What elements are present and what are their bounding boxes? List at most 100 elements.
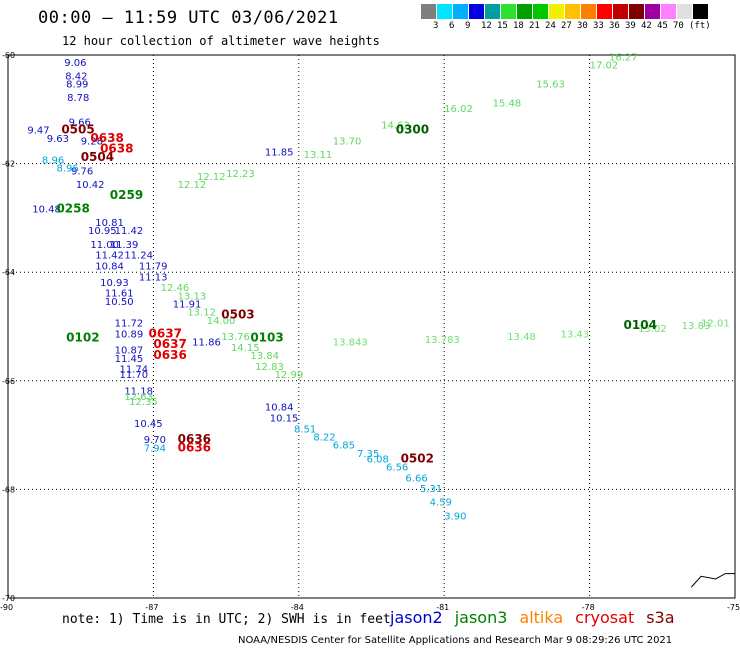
- wave-height-value: 11.79: [139, 261, 168, 272]
- coastline: [691, 573, 735, 588]
- lat-tick-label: -66: [2, 377, 15, 386]
- legend-label: (ft): [689, 21, 711, 31]
- wave-height-value: 13.83: [682, 321, 711, 332]
- wave-height-value: 11.74: [119, 365, 148, 376]
- wave-height-value: 13.12: [187, 308, 216, 319]
- wave-height-value: 13.783: [425, 335, 460, 346]
- lon-tick-label: -75: [727, 603, 740, 612]
- satellite-name: cryosat: [575, 608, 635, 627]
- legend-label: 30: [577, 21, 588, 31]
- wave-height-value: 13.02: [638, 324, 667, 335]
- legend-label: 70: [673, 21, 684, 31]
- wave-height-value: 13.70: [333, 137, 362, 148]
- wave-height-value: 5.31: [420, 484, 442, 495]
- credit-line: NOAA/NESDIS Center for Satellite Applica…: [238, 635, 673, 646]
- wave-height-value: 11.45: [115, 354, 144, 365]
- wave-height-value: 10.84: [265, 403, 294, 414]
- wave-height-value: 9.06: [64, 58, 86, 69]
- legend-swatch: [565, 4, 580, 19]
- lon-tick-label: -87: [145, 603, 158, 612]
- map-subtitle: 12 hour collection of altimeter wave hei…: [62, 34, 380, 48]
- pass-time-label: 0636: [178, 432, 211, 446]
- pass-time-label: 0637: [149, 326, 182, 340]
- lon-tick-label: -78: [582, 603, 595, 612]
- pass-time-label: 0503: [221, 307, 254, 321]
- wave-height-value: 11.61: [105, 289, 134, 300]
- wave-height-value: 12.35: [129, 397, 158, 408]
- legend-swatch: [421, 4, 436, 19]
- wave-height-value: 15.63: [536, 80, 565, 91]
- wave-height-value: 10.45: [134, 419, 163, 430]
- legend-swatch: [597, 4, 612, 19]
- wave-height-value: 11.39: [110, 240, 139, 251]
- legend-label: 15: [497, 21, 508, 31]
- wave-height-value: 13.43: [561, 329, 590, 340]
- pass-time-label: 0636: [153, 348, 186, 362]
- wave-height-value: 10.48: [32, 204, 61, 215]
- wave-height-value: 11.70: [119, 370, 148, 381]
- wave-height-value: 17.02: [590, 61, 619, 72]
- wave-height-value: 9.70: [144, 435, 166, 446]
- wave-height-value: 10.95: [88, 226, 117, 237]
- wave-height-value: 11.85: [265, 147, 294, 158]
- wave-height-value: 8.99: [66, 80, 88, 91]
- lat-tick-label: -64: [2, 268, 15, 277]
- legend-label: 36: [609, 21, 620, 31]
- wave-height-value: 9.47: [27, 126, 49, 137]
- legend-swatch: [581, 4, 596, 19]
- pass-time-label: 0259: [110, 188, 143, 202]
- lat-tick-label: -60: [2, 51, 15, 60]
- wave-height-value: 10.42: [76, 180, 105, 191]
- pass-time-label: 0637: [153, 337, 186, 351]
- wave-height-value: 13.84: [250, 351, 279, 362]
- wave-height-value: 10.89: [115, 329, 144, 340]
- wave-height-value: 10.84: [95, 261, 124, 272]
- legend-swatch: [677, 4, 692, 19]
- wave-height-value: 12.83: [255, 362, 284, 373]
- wave-height-value: 12.12: [178, 180, 207, 191]
- wave-height-value: 12.99: [275, 370, 304, 381]
- legend-swatch: [485, 4, 500, 19]
- wave-height-value: 13.48: [507, 332, 536, 343]
- wave-height-value: 11.18: [124, 386, 153, 397]
- pass-time-label: 0300: [396, 123, 429, 137]
- legend-swatch: [501, 4, 516, 19]
- lat-tick-label: -70: [2, 594, 15, 603]
- legend-swatch: [453, 4, 468, 19]
- wave-height-value: 8.22: [313, 433, 335, 444]
- wave-height-value: 11.86: [192, 338, 221, 349]
- wave-height-value: 8.51: [294, 424, 316, 435]
- wave-height-value: 9.76: [71, 166, 93, 177]
- wave-height-value: 11.91: [173, 299, 202, 310]
- legend-swatch: [693, 4, 708, 19]
- legend-swatch: [613, 4, 628, 19]
- pass-time-label: 0638: [90, 131, 123, 145]
- legend-label: 3: [433, 21, 439, 31]
- pass-time-label: 0638: [100, 142, 133, 156]
- legend-swatch: [533, 4, 548, 19]
- pass-time-label: 0103: [250, 331, 283, 345]
- wave-height-value: 7.35: [357, 449, 379, 460]
- color-scale-legend: [421, 4, 709, 19]
- legend-label: 9: [465, 21, 471, 31]
- wave-height-value: 14.62: [381, 120, 410, 131]
- wave-height-value: 4.59: [430, 498, 452, 509]
- wave-height-value: 7.94: [144, 443, 166, 454]
- wave-height-value: 13.76: [221, 332, 250, 343]
- legend-label: 33: [593, 21, 604, 31]
- wave-height-value: 12.46: [161, 283, 190, 294]
- wave-height-value: 12.23: [226, 169, 255, 180]
- legend-swatch: [437, 4, 452, 19]
- pass-time-label: 0104: [624, 318, 657, 332]
- legend-label: 6: [449, 21, 455, 31]
- wave-height-value: 8.78: [67, 93, 89, 104]
- wave-height-value: 10.81: [95, 218, 124, 229]
- wave-height-value: 8.96: [56, 164, 78, 175]
- wave-height-value: 6.66: [405, 473, 427, 484]
- wave-height-value: 9.28: [81, 137, 103, 148]
- wave-height-value: 12.01: [701, 319, 730, 330]
- pass-time-label: 0102: [66, 331, 99, 345]
- wave-height-value: 13.843: [333, 338, 368, 349]
- wave-height-value: 12.12: [197, 172, 226, 183]
- wave-height-value: 10.87: [115, 346, 144, 357]
